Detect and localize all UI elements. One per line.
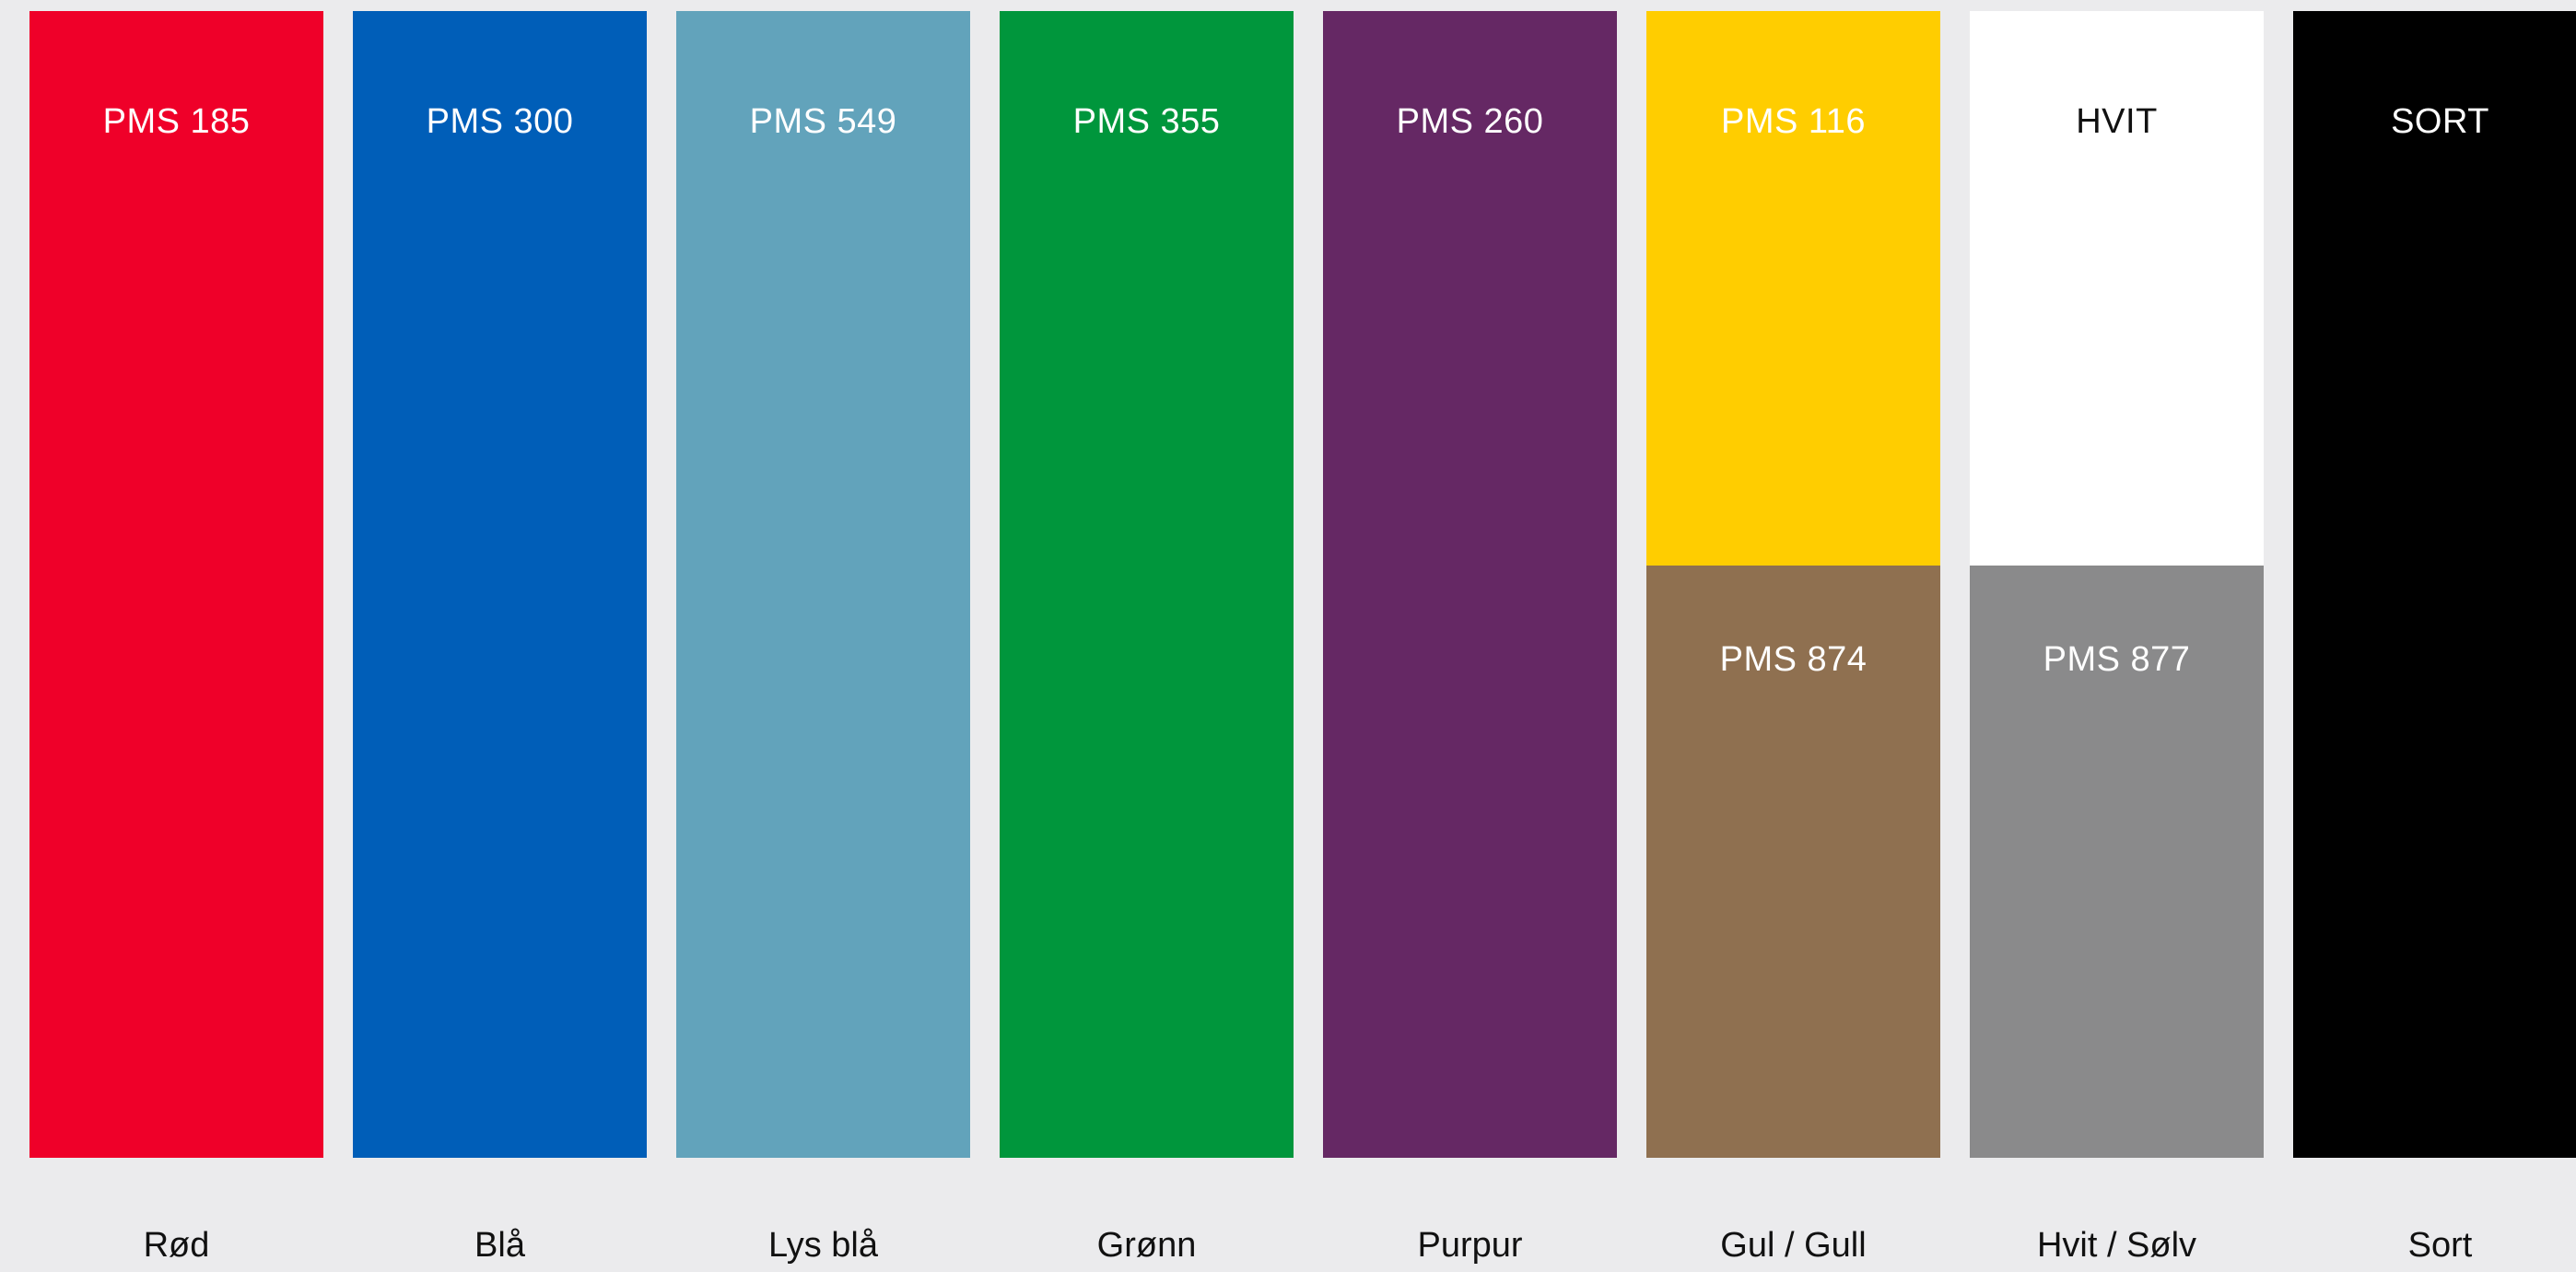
swatch-gul-gull: PMS 116 PMS 874 Gul / Gull bbox=[1646, 11, 1940, 1272]
swatch-stack: PMS 260 bbox=[1323, 11, 1617, 1158]
swatch-rod: PMS 185 Rød bbox=[29, 11, 323, 1272]
color-block: SORT bbox=[2293, 11, 2576, 1158]
color-block: PMS 874 bbox=[1646, 566, 1940, 1158]
swatch-stack: PMS 185 bbox=[29, 11, 323, 1158]
pantone-code-label: PMS 874 bbox=[1719, 640, 1868, 679]
swatch-name-label: Blå bbox=[474, 1226, 525, 1265]
color-block: PMS 300 bbox=[353, 11, 647, 1158]
swatch-name-label: Purpur bbox=[1417, 1226, 1523, 1265]
color-block: PMS 549 bbox=[676, 11, 970, 1158]
swatch-lys-bla: PMS 549 Lys blå bbox=[676, 11, 970, 1272]
color-block: PMS 116 bbox=[1646, 11, 1940, 566]
pantone-code-label: PMS 116 bbox=[1721, 102, 1866, 141]
swatch-name-label: Hvit / Sølv bbox=[2036, 1226, 2197, 1265]
swatch-bla: PMS 300 Blå bbox=[353, 11, 647, 1272]
pantone-code-label: PMS 355 bbox=[1072, 102, 1221, 141]
color-block: HVIT bbox=[1970, 11, 2264, 566]
pantone-code-label: PMS 300 bbox=[426, 102, 574, 141]
pantone-code-label: SORT bbox=[2391, 102, 2489, 141]
color-block: PMS 877 bbox=[1970, 566, 2264, 1158]
pantone-code-label: PMS 260 bbox=[1396, 102, 1544, 141]
color-block: PMS 355 bbox=[1000, 11, 1294, 1158]
swatch-hvit-solv: HVIT PMS 877 Hvit / Sølv bbox=[1970, 11, 2264, 1272]
color-block: PMS 185 bbox=[29, 11, 323, 1158]
swatch-name-label: Rød bbox=[143, 1226, 210, 1265]
pantone-code-label: HVIT bbox=[2076, 102, 2158, 141]
swatch-name-label: Grønn bbox=[1096, 1226, 1197, 1265]
pantone-code-label: PMS 185 bbox=[102, 102, 251, 141]
swatch-sort: SORT Sort bbox=[2293, 11, 2576, 1272]
swatch-name-label: Sort bbox=[2407, 1226, 2473, 1265]
swatch-name-label: Gul / Gull bbox=[1720, 1226, 1867, 1265]
color-block: PMS 260 bbox=[1323, 11, 1617, 1158]
swatch-stack: PMS 355 bbox=[1000, 11, 1294, 1158]
pantone-code-label: PMS 549 bbox=[749, 102, 897, 141]
pantone-code-label: PMS 877 bbox=[2043, 640, 2191, 679]
swatch-stack: HVIT PMS 877 bbox=[1970, 11, 2264, 1158]
swatch-stack: SORT bbox=[2293, 11, 2576, 1158]
swatch-stack: PMS 300 bbox=[353, 11, 647, 1158]
swatch-purpur: PMS 260 Purpur bbox=[1323, 11, 1617, 1272]
swatch-gronn: PMS 355 Grønn bbox=[1000, 11, 1294, 1272]
swatch-stack: PMS 549 bbox=[676, 11, 970, 1158]
swatch-name-label: Lys blå bbox=[768, 1226, 878, 1265]
swatch-stack: PMS 116 PMS 874 bbox=[1646, 11, 1940, 1158]
